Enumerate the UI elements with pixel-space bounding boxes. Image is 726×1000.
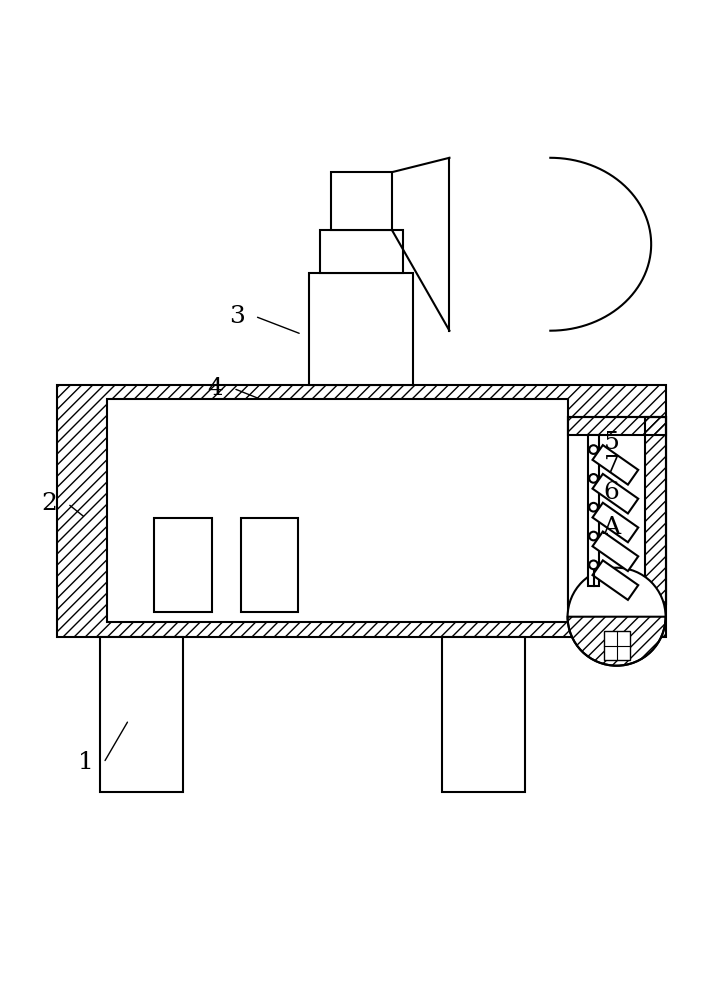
- Text: 7: 7: [603, 455, 619, 478]
- Bar: [240, 518, 298, 612]
- Text: A: A: [603, 516, 621, 539]
- Bar: [100, 637, 183, 792]
- Bar: [592, 532, 638, 571]
- Bar: [603, 631, 629, 660]
- Bar: [589, 435, 598, 586]
- Bar: [592, 560, 638, 600]
- Bar: [592, 474, 638, 513]
- Bar: [568, 417, 666, 435]
- Bar: [592, 445, 638, 485]
- Text: 1: 1: [78, 751, 94, 774]
- Bar: [592, 503, 638, 542]
- Bar: [319, 230, 403, 273]
- Bar: [645, 417, 666, 604]
- Bar: [57, 385, 666, 637]
- Circle shape: [590, 445, 598, 454]
- Text: 4: 4: [208, 377, 224, 400]
- Text: 5: 5: [603, 431, 619, 454]
- Circle shape: [568, 568, 666, 666]
- Bar: [645, 417, 666, 604]
- Circle shape: [590, 503, 598, 512]
- Circle shape: [590, 561, 598, 569]
- Text: 3: 3: [229, 305, 245, 328]
- Text: 6: 6: [603, 481, 619, 504]
- Circle shape: [590, 474, 598, 483]
- Bar: [107, 399, 568, 622]
- Bar: [309, 273, 413, 385]
- Bar: [568, 417, 666, 435]
- Bar: [568, 417, 666, 604]
- Bar: [442, 637, 525, 792]
- Bar: [330, 172, 392, 230]
- Circle shape: [590, 532, 598, 540]
- Bar: [154, 518, 212, 612]
- Text: 2: 2: [41, 492, 57, 515]
- Bar: [57, 385, 666, 637]
